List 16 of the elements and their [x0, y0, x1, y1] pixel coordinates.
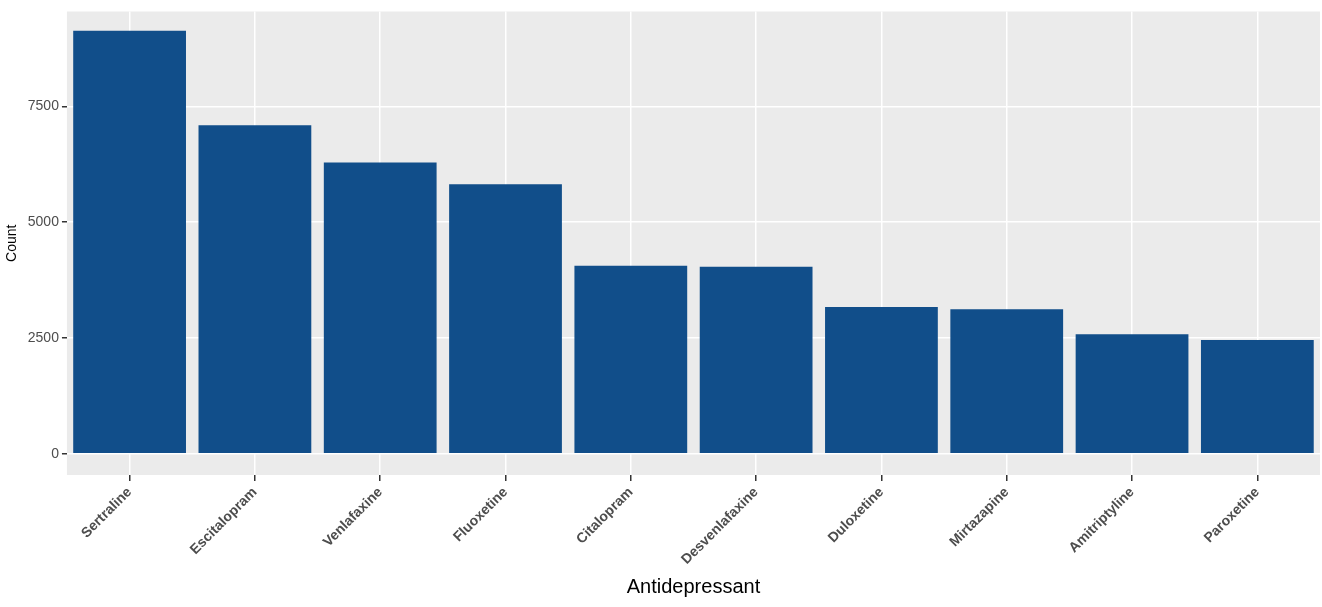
bar	[574, 265, 688, 454]
bar	[73, 30, 186, 454]
bar	[1200, 339, 1314, 454]
bar	[449, 184, 562, 454]
bar	[1075, 334, 1189, 454]
bar	[699, 266, 813, 454]
bar	[950, 309, 1064, 454]
bar	[825, 306, 938, 454]
y-axis-title: Count	[3, 224, 20, 262]
bar	[198, 125, 312, 454]
y-tick-label: 2500	[27, 328, 60, 345]
y-tick-label: 7500	[27, 97, 60, 114]
x-axis-title: Antidepressant	[626, 574, 761, 597]
y-tick-label: 5000	[27, 213, 60, 230]
y-tick-label: 0	[51, 444, 60, 461]
bar	[323, 162, 437, 454]
